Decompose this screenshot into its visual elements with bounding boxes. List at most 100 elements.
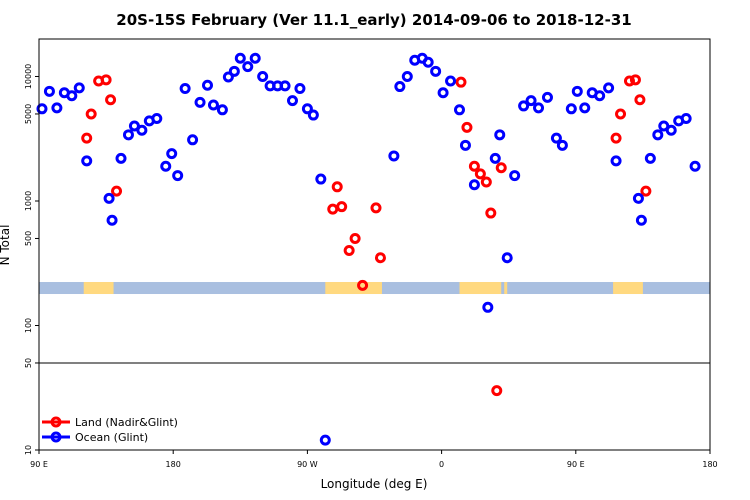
land-point: [461, 121, 473, 133]
ocean-point: [453, 104, 465, 116]
ocean-point: [610, 155, 622, 167]
ocean-point: [603, 82, 615, 94]
ocean-point: [652, 129, 664, 141]
ocean-point: [394, 81, 406, 93]
ocean-point: [160, 160, 172, 172]
ocean-point: [51, 102, 63, 114]
land-point: [610, 132, 622, 144]
legend-ocean-label: Ocean (Glint): [75, 431, 148, 444]
ocean-point: [509, 170, 521, 182]
ocean-point: [307, 109, 319, 121]
land-ocean-strip: [39, 282, 710, 295]
ocean-point: [430, 65, 442, 77]
land-point: [331, 181, 343, 193]
ocean-point: [689, 160, 701, 172]
land-strip-segment: [459, 282, 502, 295]
ocean-point: [680, 112, 692, 124]
ocean-point: [482, 301, 494, 313]
ocean-point: [422, 56, 434, 68]
land-point: [615, 108, 627, 120]
ocean-point: [172, 170, 184, 182]
ocean-point: [550, 132, 562, 144]
y-axis-label: N Total: [0, 225, 12, 266]
ocean-point: [207, 99, 219, 111]
ocean-point: [279, 80, 291, 92]
x-tick-label: 0: [439, 460, 444, 469]
land-strip-segment: [83, 282, 114, 295]
land-point: [374, 252, 386, 264]
land-point: [455, 76, 467, 88]
ocean-point: [103, 192, 115, 204]
ocean-point: [166, 148, 178, 160]
ocean-point: [228, 65, 240, 77]
y-tick-label: 10000: [24, 64, 33, 89]
land-point: [349, 232, 361, 244]
ocean-point: [518, 100, 530, 112]
ocean-point: [222, 71, 234, 83]
x-tick-label: 90 E: [30, 460, 48, 469]
x-tick-label: 90 W: [297, 460, 318, 469]
ocean-point: [151, 112, 163, 124]
x-tick-label: 180: [702, 460, 717, 469]
land-point: [468, 160, 480, 172]
ocean-point: [579, 102, 591, 114]
ocean-point: [556, 139, 568, 151]
ocean-point: [36, 103, 48, 115]
ocean-point: [571, 85, 583, 97]
ocean-point: [445, 75, 457, 87]
land-point: [495, 162, 507, 174]
ocean-point: [216, 104, 228, 116]
land-point: [357, 279, 369, 291]
y-tick-label: 500: [24, 231, 33, 246]
y-tick-label: 50: [24, 358, 33, 368]
land-point: [480, 176, 492, 188]
legend-land-marker: [50, 416, 62, 428]
ocean-point: [257, 70, 269, 82]
ocean-point: [533, 102, 545, 114]
ocean-point: [122, 129, 134, 141]
ocean-point: [489, 152, 501, 164]
y-axis-ticks: 10 50 100 500 1000 5000 10000: [24, 64, 39, 455]
land-point: [485, 207, 497, 219]
legend-land-label: Land (Nadir&Glint): [75, 416, 178, 429]
ocean-point: [136, 124, 148, 136]
ocean-point: [644, 152, 656, 164]
ocean-point: [437, 87, 449, 99]
ocean-point: [301, 103, 313, 115]
land-point: [336, 201, 348, 213]
land-point: [623, 75, 635, 87]
ocean-point: [565, 103, 577, 115]
land-point: [111, 185, 123, 197]
ocean-point: [459, 139, 471, 151]
series-ocean: [36, 52, 701, 446]
ocean-point: [388, 150, 400, 162]
ocean-point: [401, 70, 413, 82]
land-strip-segment: [504, 282, 508, 295]
y-tick-label: 10: [24, 445, 33, 455]
land-point: [640, 185, 652, 197]
plot-frame: [38, 38, 711, 451]
ocean-point: [294, 83, 306, 95]
ocean-point: [115, 152, 127, 164]
ocean-point: [632, 192, 644, 204]
ocean-point: [194, 96, 206, 108]
land-point: [100, 74, 112, 86]
x-tick-label: 180: [166, 460, 181, 469]
ocean-point: [319, 434, 331, 446]
ocean-point: [525, 95, 537, 107]
x-axis-label: Longitude (deg E): [321, 477, 428, 491]
legend-ocean-marker: [50, 431, 62, 443]
ocean-point: [106, 214, 118, 226]
ocean-point: [468, 179, 480, 191]
ocean-point: [315, 173, 327, 185]
land-point: [370, 202, 382, 214]
ocean-point: [73, 82, 85, 94]
ocean-point: [201, 79, 213, 91]
y-tick-label: 100: [24, 318, 33, 333]
land-point: [85, 108, 97, 120]
ocean-point: [286, 95, 298, 107]
ocean-point: [541, 91, 553, 103]
land-point: [105, 94, 117, 106]
ocean-point: [249, 52, 261, 64]
